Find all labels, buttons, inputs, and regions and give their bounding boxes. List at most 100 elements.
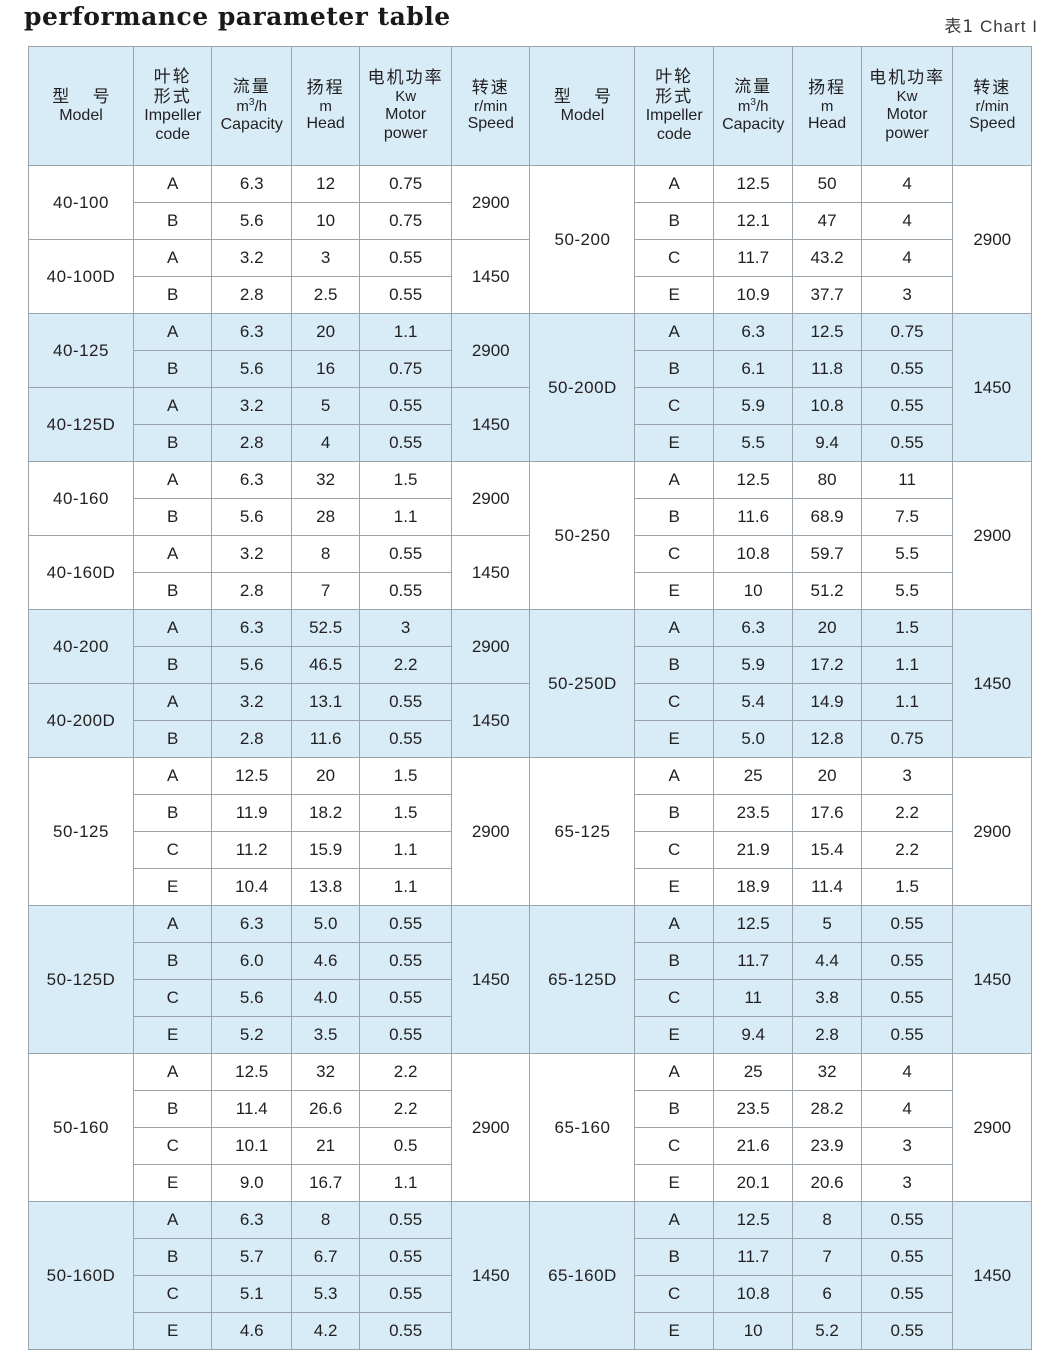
speed-cell: 1450 (952, 609, 1032, 758)
impeller-code-cell: B (634, 1238, 714, 1276)
head-cell: 6 (792, 1275, 862, 1313)
capacity-cell: 25 (712, 757, 794, 795)
capacity-cell: 2.8 (211, 720, 292, 758)
capacity-cell: 12.1 (712, 202, 794, 240)
impeller-code-cell: A (132, 461, 213, 499)
motor-power-cell: 0.55 (860, 1016, 954, 1054)
impeller-code-cell: E (634, 572, 714, 610)
impeller-code-cell: C (634, 1127, 714, 1165)
impeller-code-cell: E (132, 1016, 213, 1054)
head-cell: 13.1 (290, 683, 361, 721)
capacity-cell: 2.8 (211, 572, 292, 610)
motor-power-cell: 5.5 (860, 572, 954, 610)
head-cell: 10.8 (792, 387, 862, 425)
header-model-en-2: Model (560, 106, 605, 124)
model-cell: 40-100D (28, 239, 134, 314)
capacity-cell: 6.3 (211, 1201, 292, 1239)
capacity-cell: 3.2 (211, 239, 292, 277)
header-impeller-en1-2: Impeller (645, 107, 703, 125)
table-body: 40-100 A 6.3 12 0.75 2900 50-200 A 12.5 50 4 2900 B 5… (28, 165, 1032, 1350)
head-cell: 80 (792, 461, 862, 499)
head-cell: 5 (290, 387, 361, 425)
table-row: B 2.8 11.6 0.55 E 5.0 12.8 0.75 (29, 720, 1032, 758)
impeller-code-cell: A (634, 165, 714, 203)
head-cell: 11.8 (792, 350, 862, 388)
impeller-code-cell: A (132, 387, 213, 425)
speed-cell: 2900 (952, 1053, 1032, 1202)
head-cell: 20 (290, 313, 361, 351)
capacity-cell: 12.5 (712, 461, 794, 499)
motor-power-cell: 0.55 (359, 942, 452, 980)
motor-power-cell: 2.2 (359, 1090, 452, 1128)
capacity-cell: 11.7 (712, 942, 794, 980)
table-row: B 5.6 28 1.1 B 11.6 68.9 7.5 (29, 498, 1032, 536)
header-speed-right: 转速 r/min Speed (952, 46, 1032, 166)
capacity-cell: 6.3 (211, 905, 292, 943)
speed-cell: 2900 (450, 165, 531, 240)
head-cell: 15.4 (792, 831, 862, 869)
impeller-code-cell: A (132, 683, 213, 721)
impeller-code-cell: B (634, 1090, 714, 1128)
capacity-cell: 12.5 (211, 1053, 292, 1091)
motor-power-cell: 2.2 (860, 794, 954, 832)
capacity-cell: 6.3 (712, 609, 794, 647)
head-cell: 12.8 (792, 720, 862, 758)
impeller-code-cell: A (132, 1201, 213, 1239)
table-row: B 5.7 6.7 0.55 B 11.7 7 0.55 (29, 1238, 1032, 1276)
impeller-code-cell: A (132, 313, 213, 351)
speed-cell: 1450 (952, 1201, 1032, 1350)
motor-power-cell: 1.5 (359, 757, 452, 795)
table-row: B 11.9 18.2 1.5 B 23.5 17.6 2.2 (29, 794, 1032, 832)
head-cell: 9.4 (792, 424, 862, 462)
motor-power-cell: 0.55 (359, 239, 452, 277)
capacity-cell: 21.6 (712, 1127, 794, 1165)
table-row: E 9.0 16.7 1.1 E 20.1 20.6 3 (29, 1164, 1032, 1202)
motor-power-cell: 0.55 (359, 1016, 452, 1054)
head-cell: 18.2 (290, 794, 361, 832)
head-cell: 32 (290, 1053, 361, 1091)
speed-cell: 2900 (952, 461, 1032, 610)
impeller-code-cell: E (634, 1016, 714, 1054)
head-cell: 59.7 (792, 535, 862, 573)
header-speed-unit: r/min (474, 97, 508, 115)
head-cell: 12 (290, 165, 361, 203)
head-cell: 11.4 (792, 868, 862, 906)
motor-power-cell: 2.2 (359, 1053, 452, 1091)
capacity-cell: 23.5 (712, 794, 794, 832)
motor-power-cell: 3 (359, 609, 452, 647)
model-cell: 50-160 (28, 1053, 134, 1202)
motor-power-cell: 4 (860, 165, 954, 203)
impeller-code-cell: A (634, 1053, 714, 1091)
motor-power-cell: 3 (860, 757, 954, 795)
table-header: 型 号 Model 叶轮 形式 Impeller code 流量 m3/h Ca… (28, 46, 1032, 166)
impeller-code-cell: A (132, 1053, 213, 1091)
header-power-zh-2: 电机功率 (869, 68, 946, 89)
impeller-code-cell: C (634, 831, 714, 869)
header-head-en: Head (306, 115, 345, 133)
speed-cell: 1450 (952, 905, 1032, 1054)
motor-power-cell: 1.5 (860, 609, 954, 647)
header-capacity-zh: 流量 (232, 77, 271, 98)
header-head-unit-2: m (820, 97, 834, 115)
capacity-cell: 12.5 (712, 1201, 794, 1239)
chart-label-number: I (1032, 17, 1038, 36)
table-row: B 11.4 26.6 2.2 B 23.5 28.2 4 (29, 1090, 1032, 1128)
head-cell: 5.0 (290, 905, 361, 943)
table-row: C 11.2 15.9 1.1 C 21.9 15.4 2.2 (29, 831, 1032, 869)
capacity-cell: 6.3 (211, 313, 292, 351)
header-power-unit: Kw (395, 88, 417, 106)
header-capacity-right: 流量 m3/h Capacity (712, 46, 794, 166)
table-row: E 5.2 3.5 0.55 E 9.4 2.8 0.55 (29, 1016, 1032, 1054)
impeller-code-cell: A (634, 461, 714, 499)
capacity-cell: 20.1 (712, 1164, 794, 1202)
capacity-cell: 9.4 (712, 1016, 794, 1054)
motor-power-cell: 1.1 (359, 1164, 452, 1202)
motor-power-cell: 0.55 (359, 720, 452, 758)
header-speed-zh: 转速 (471, 77, 510, 98)
table-row: 40-200 A 6.3 52.5 3 2900 50-250D A 6.3 20 1.5 1450 (28, 609, 1032, 758)
capacity-cell: 5.9 (712, 646, 794, 684)
motor-power-cell: 2.2 (359, 646, 452, 684)
head-cell: 17.2 (792, 646, 862, 684)
capacity-cell: 5.5 (712, 424, 794, 462)
